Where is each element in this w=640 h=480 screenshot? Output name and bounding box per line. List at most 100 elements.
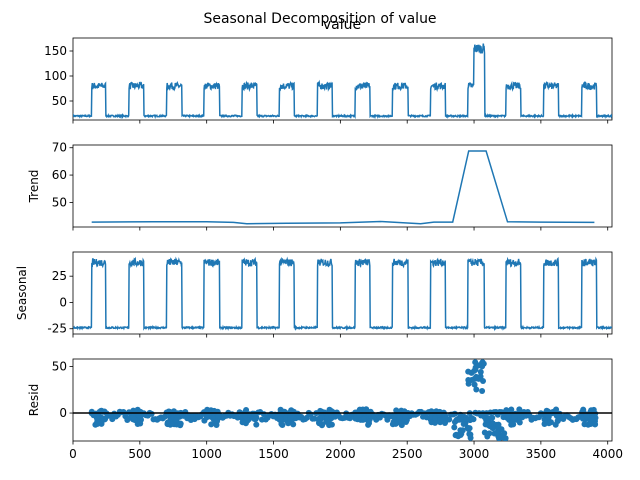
resid-point	[148, 410, 155, 417]
resid-xtick-label: 4000	[592, 447, 623, 461]
resid-xtick-label: 2500	[392, 447, 423, 461]
resid-point	[208, 421, 215, 428]
resid-point	[203, 414, 210, 421]
resid-point	[173, 416, 180, 423]
observed-panel: value 50 100 150	[44, 17, 613, 124]
resid-point	[508, 406, 515, 413]
resid-point	[327, 407, 334, 414]
resid-point	[542, 420, 548, 427]
resid-point	[446, 416, 453, 423]
resid-point	[432, 414, 438, 421]
resid-point	[465, 368, 472, 375]
resid-point	[432, 419, 438, 426]
resid-point	[468, 415, 475, 422]
resid-point	[252, 416, 259, 423]
resid-point	[457, 416, 464, 423]
resid-point	[360, 416, 367, 423]
resid-point	[473, 386, 480, 393]
seasonal-series-line	[73, 256, 612, 332]
seasonal-ytick-label: 25	[52, 269, 67, 283]
resid-point	[384, 416, 391, 423]
resid-xtick-label: 1000	[191, 447, 222, 461]
resid-point	[590, 406, 597, 413]
resid-point	[288, 407, 295, 414]
seasonal-plot	[73, 256, 612, 332]
resid-xtick-label: 0	[69, 447, 77, 461]
trend-ytick-label: 50	[52, 195, 67, 209]
resid-point	[428, 408, 435, 415]
trend-ticks: 50 60 70	[52, 141, 609, 231]
resid-point	[511, 413, 518, 420]
seasonal-ytick-label: 0	[59, 295, 67, 309]
resid-point	[215, 413, 222, 420]
resid-point	[100, 415, 107, 422]
resid-point	[164, 420, 171, 427]
resid-point	[244, 417, 251, 424]
resid-point	[484, 430, 490, 437]
resid-point	[581, 421, 588, 428]
trend-ytick-label: 70	[52, 141, 67, 155]
resid-point	[460, 421, 467, 427]
resid-point	[510, 421, 517, 428]
seasonal-ticks: -25 0 25	[47, 269, 609, 338]
observed-series-line	[73, 43, 612, 120]
resid-xtick-label: 3000	[459, 447, 490, 461]
trend-ytick-label: 60	[52, 168, 67, 182]
observed-ytick-label: 100	[44, 69, 67, 83]
resid-point	[253, 421, 260, 428]
resid-point	[505, 412, 511, 419]
resid-point	[442, 420, 448, 426]
observed-title: value	[323, 17, 361, 33]
seasonal-ylabel: Seasonal	[15, 266, 29, 320]
resid-point	[467, 431, 474, 438]
resid-point	[437, 417, 444, 424]
resid-point	[278, 421, 285, 427]
figure-title: Seasonal Decomposition of value	[203, 11, 436, 27]
observed-frame	[72, 37, 613, 121]
resid-xtick-label: 3500	[526, 447, 557, 461]
seasonal-panel: Seasonal -25 0 25	[15, 251, 613, 338]
resid-point	[471, 381, 478, 388]
observed-plot	[73, 43, 612, 120]
observed-ytick-label: 150	[44, 44, 67, 58]
resid-point	[475, 362, 482, 369]
trend-plot	[91, 150, 595, 225]
observed-ytick-label: 50	[52, 94, 67, 108]
resid-point	[287, 414, 294, 421]
resid-point	[451, 410, 458, 417]
resid-point	[239, 419, 246, 426]
resid-point	[554, 418, 561, 425]
resid-point	[285, 420, 292, 427]
resid-point	[479, 388, 486, 394]
resid-point	[465, 377, 472, 383]
resid-point	[396, 414, 403, 421]
resid-point	[166, 408, 173, 415]
resid-point	[241, 413, 248, 420]
resid-point	[495, 421, 502, 428]
resid-point	[213, 418, 220, 425]
trend-ylabel: Trend	[27, 170, 41, 204]
resid-xtick-label: 1500	[258, 447, 289, 461]
resid-point	[466, 425, 473, 432]
resid-xtick-label: 2000	[325, 447, 356, 461]
resid-point	[451, 424, 458, 431]
resid-point	[588, 415, 595, 422]
resid-point	[131, 416, 138, 423]
resid-point	[94, 420, 101, 427]
resid-ytick-label: 0	[59, 406, 67, 420]
trend-panel: Trend 50 60 70	[27, 141, 613, 231]
resid-point	[592, 421, 599, 428]
resid-point	[494, 429, 501, 436]
resid-point	[356, 406, 363, 413]
resid-xtick-label: 500	[128, 447, 151, 461]
resid-point	[553, 406, 560, 413]
resid-point	[325, 419, 332, 426]
resid-point	[473, 373, 480, 380]
resid-ytick-label: 50	[52, 359, 67, 373]
resid-frame	[72, 358, 613, 442]
resid-point	[290, 421, 297, 428]
resid-plot	[73, 359, 612, 441]
resid-point	[177, 420, 184, 427]
